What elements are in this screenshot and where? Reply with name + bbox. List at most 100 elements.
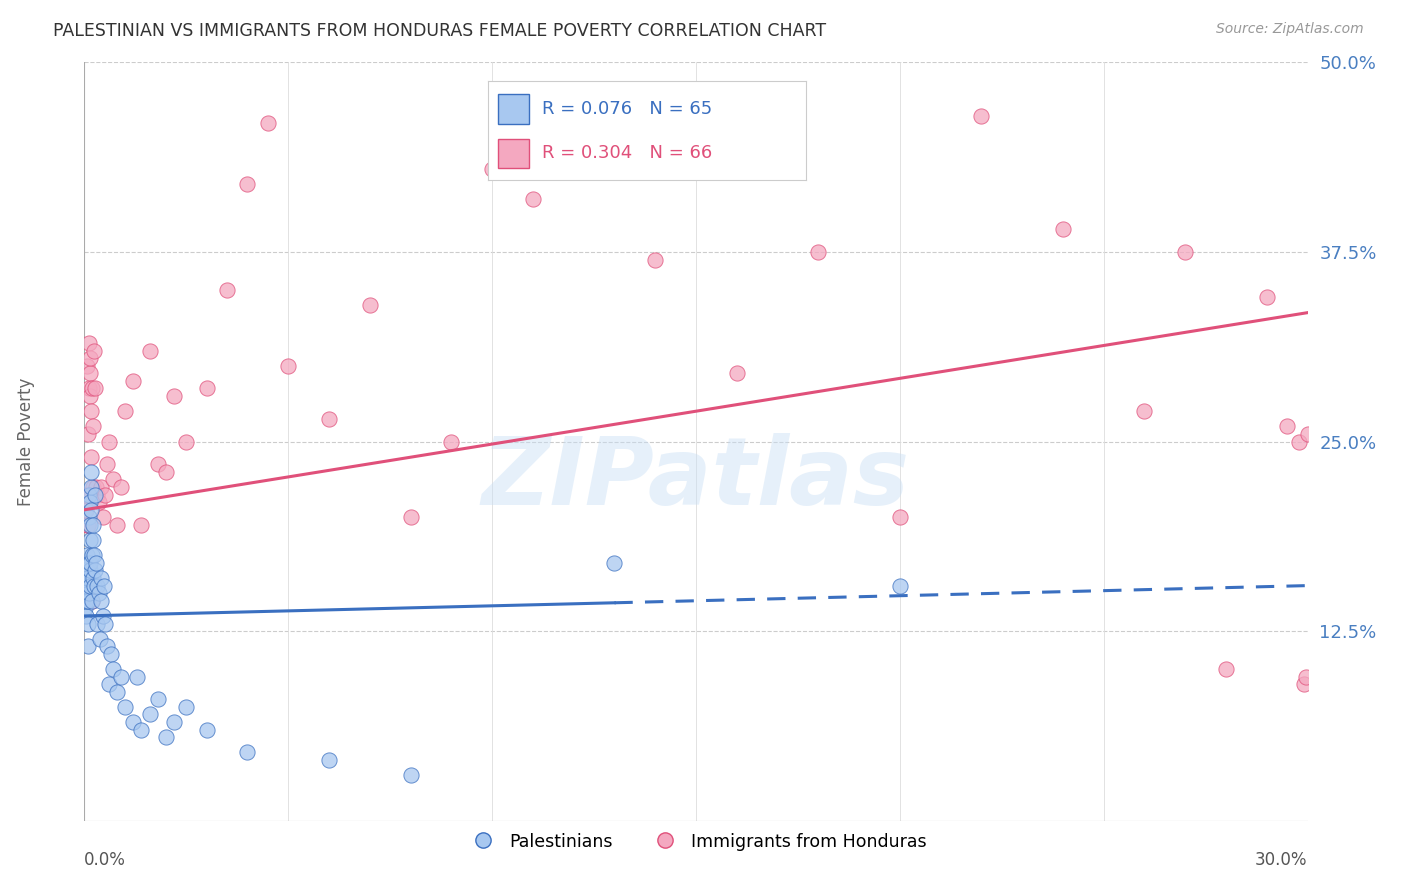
- Point: [105, 517, 128, 532]
- Point: [77, 586, 100, 600]
- Point: [77, 335, 100, 350]
- Point: [80, 404, 103, 418]
- Point: [1052, 222, 1074, 236]
- Point: [122, 374, 145, 388]
- Point: [90, 594, 112, 608]
- Point: [138, 343, 160, 358]
- Point: [80, 465, 103, 479]
- Point: [82, 480, 104, 494]
- Point: [277, 359, 299, 373]
- Point: [127, 669, 149, 683]
- Point: [84, 556, 107, 570]
- Point: [889, 510, 911, 524]
- Point: [77, 510, 100, 524]
- Legend: Palestinians, Immigrants from Honduras: Palestinians, Immigrants from Honduras: [458, 826, 934, 857]
- Point: [1174, 244, 1197, 259]
- Point: [644, 252, 666, 267]
- Point: [1288, 434, 1310, 449]
- Point: [1292, 677, 1315, 691]
- Point: [195, 382, 218, 396]
- Point: [77, 571, 100, 585]
- Point: [82, 517, 104, 532]
- Point: [79, 517, 101, 532]
- Point: [82, 419, 104, 434]
- Point: [77, 517, 100, 532]
- Point: [80, 480, 103, 494]
- Point: [79, 564, 101, 578]
- Point: [105, 685, 128, 699]
- Point: [146, 692, 169, 706]
- Point: [97, 677, 120, 691]
- Point: [110, 669, 132, 683]
- Point: [84, 480, 107, 494]
- Point: [79, 389, 101, 403]
- Point: [89, 632, 111, 646]
- Point: [75, 608, 97, 623]
- Point: [80, 450, 103, 464]
- Point: [87, 495, 110, 509]
- Point: [807, 244, 830, 259]
- Point: [90, 480, 112, 494]
- Point: [79, 495, 101, 509]
- Point: [155, 465, 177, 479]
- Point: [131, 517, 153, 532]
- Point: [77, 639, 100, 653]
- Point: [82, 533, 104, 548]
- Point: [101, 473, 124, 487]
- Point: [77, 556, 100, 570]
- Point: [195, 723, 218, 737]
- Point: [236, 177, 259, 191]
- Point: [399, 768, 422, 782]
- Point: [1133, 404, 1156, 418]
- Point: [174, 699, 197, 714]
- Point: [80, 382, 103, 396]
- Point: [1296, 427, 1319, 442]
- Text: 0.0%: 0.0%: [84, 851, 127, 869]
- Point: [75, 487, 97, 501]
- Point: [83, 548, 105, 563]
- Point: [86, 616, 108, 631]
- Point: [76, 579, 98, 593]
- Point: [359, 298, 381, 312]
- Point: [82, 594, 104, 608]
- Point: [603, 556, 626, 570]
- Text: ZIPatlas: ZIPatlas: [482, 434, 910, 525]
- Point: [236, 746, 259, 760]
- Point: [91, 510, 114, 524]
- Point: [79, 533, 101, 548]
- Point: [318, 753, 340, 767]
- Point: [76, 594, 98, 608]
- Text: Female Poverty: Female Poverty: [17, 377, 35, 506]
- Text: 30.0%: 30.0%: [1256, 851, 1308, 869]
- Point: [77, 382, 100, 396]
- Point: [79, 556, 101, 570]
- Point: [79, 351, 101, 366]
- Point: [1277, 419, 1299, 434]
- Point: [96, 458, 118, 472]
- Point: [76, 517, 98, 532]
- Point: [84, 382, 107, 396]
- Point: [522, 192, 544, 206]
- Point: [77, 487, 100, 501]
- Point: [83, 343, 105, 358]
- Point: [122, 715, 145, 730]
- Point: [440, 434, 463, 449]
- Point: [86, 487, 108, 501]
- Point: [970, 108, 993, 122]
- Point: [75, 594, 97, 608]
- Point: [76, 548, 98, 563]
- Text: PALESTINIAN VS IMMIGRANTS FROM HONDURAS FEMALE POVERTY CORRELATION CHART: PALESTINIAN VS IMMIGRANTS FROM HONDURAS …: [53, 22, 827, 40]
- Text: Source: ZipAtlas.com: Source: ZipAtlas.com: [1216, 22, 1364, 37]
- Point: [1295, 669, 1317, 683]
- Point: [76, 359, 98, 373]
- Point: [217, 283, 239, 297]
- Point: [82, 571, 104, 585]
- Point: [138, 707, 160, 722]
- Point: [114, 404, 136, 418]
- Point: [83, 579, 105, 593]
- Point: [146, 458, 169, 472]
- Point: [481, 161, 503, 176]
- Point: [257, 116, 280, 130]
- Point: [79, 579, 101, 593]
- Point: [163, 389, 186, 403]
